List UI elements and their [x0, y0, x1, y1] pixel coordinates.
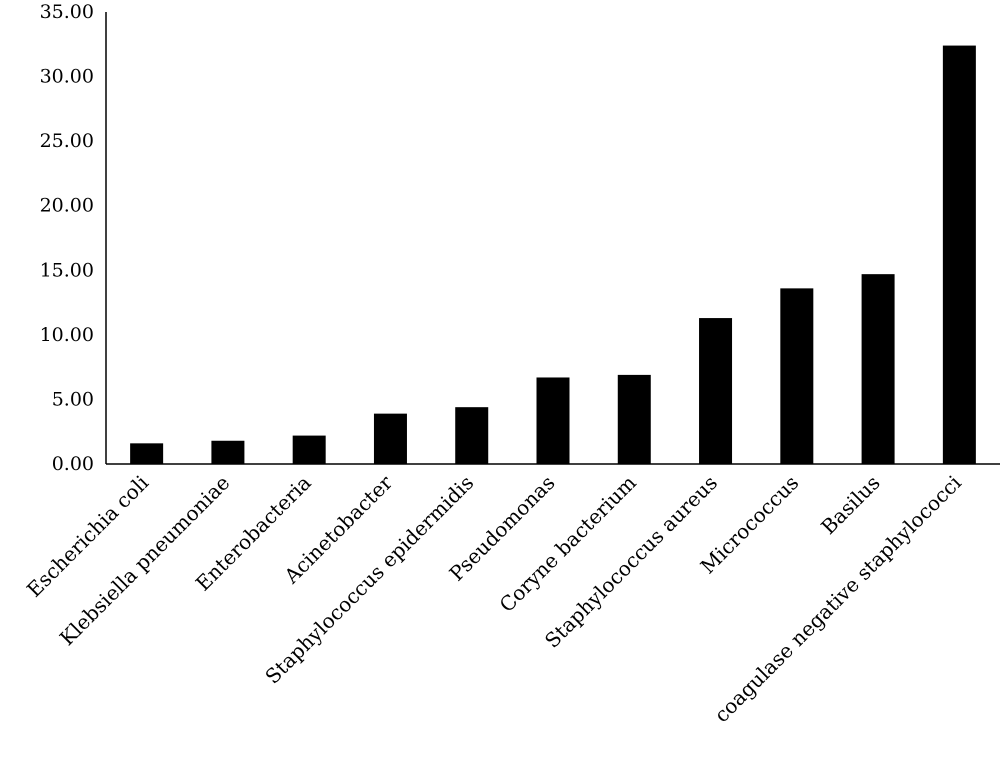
bar: [211, 440, 245, 464]
y-tick-label: 25.00: [40, 130, 94, 152]
y-tick-label: 20.00: [40, 195, 94, 217]
x-category-label: Basilus: [816, 471, 884, 539]
bar: [699, 318, 733, 464]
bars-group: [130, 45, 976, 464]
bar: [292, 435, 326, 464]
y-tick-label: 35.00: [40, 1, 94, 23]
bar: [373, 413, 407, 464]
bar: [861, 274, 895, 464]
y-tick-label: 15.00: [40, 259, 94, 281]
bar: [780, 288, 814, 464]
bar: [617, 374, 651, 464]
y-axis-ticks: 0.00 5.00 10.00 15.00 20.00 25.00 30.00 35.00: [40, 1, 94, 475]
x-category-label: Coryne bacterium: [495, 471, 641, 617]
x-category-label: Klebsiella pneumoniae: [55, 471, 235, 651]
bar: [942, 45, 976, 464]
bar: [130, 443, 164, 464]
y-tick-label: 5.00: [52, 388, 94, 410]
y-tick-label: 0.00: [52, 453, 94, 475]
y-tick-label: 10.00: [40, 324, 94, 346]
y-tick-label: 30.00: [40, 66, 94, 88]
bar: [536, 377, 570, 464]
bar: [455, 407, 489, 464]
